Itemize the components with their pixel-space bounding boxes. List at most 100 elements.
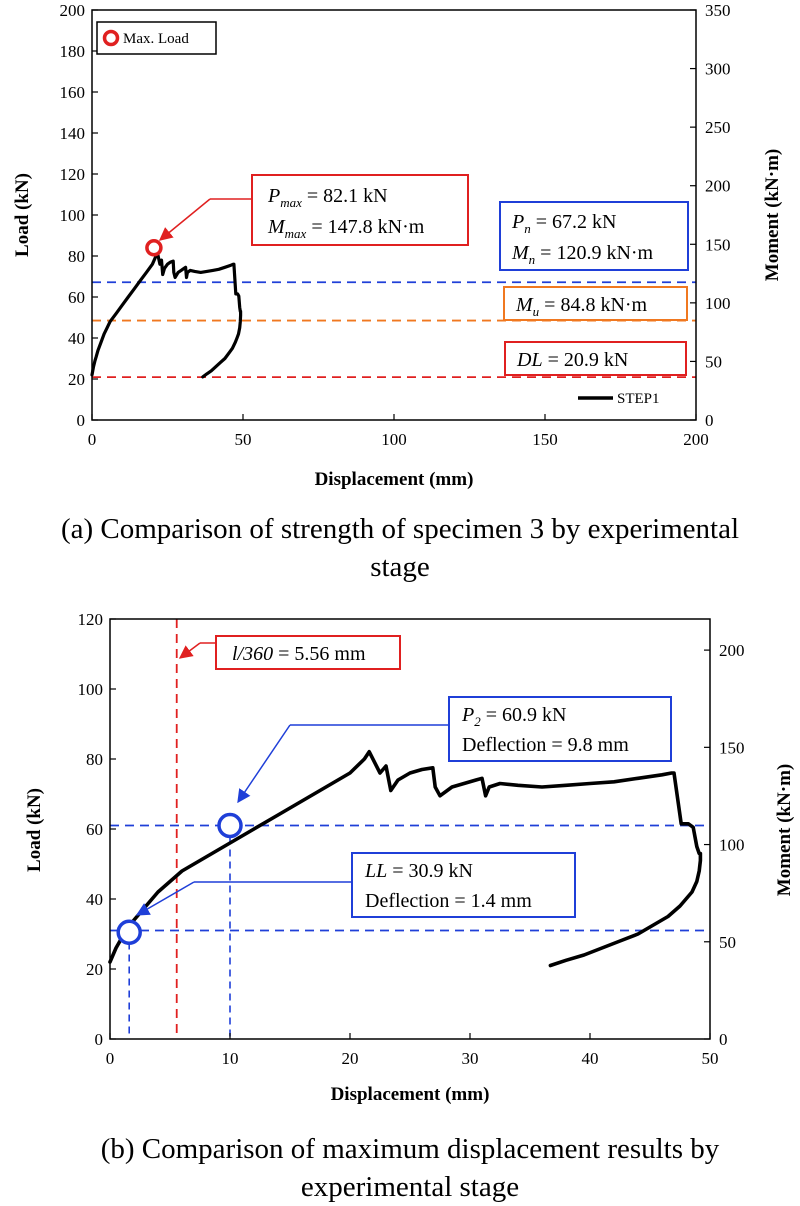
max-load-marker: [145, 239, 163, 257]
y-tick-label: 140: [60, 124, 86, 143]
annotation-symbol: P: [511, 211, 524, 233]
ll-arrow-head-line: [135, 881, 195, 916]
annotation-subscript: u: [533, 304, 540, 319]
y-tick-label: 120: [78, 610, 104, 629]
annotation-value: = 5.56 mm: [273, 643, 366, 665]
y-tick-label: 60: [86, 820, 103, 839]
pn-annotation-line-2: Mn = 120.9 kN·m: [511, 242, 654, 267]
mu-annotation-line-1: Mu = 84.8 kN·m: [515, 294, 648, 319]
annotation-value: = 147.8 kN·m: [306, 216, 424, 238]
y-tick-label: 0: [77, 411, 86, 430]
x-tick-label: 10: [222, 1049, 239, 1068]
y2-tick-label: 150: [719, 738, 745, 757]
annotation-symbol: M: [267, 216, 286, 238]
p2-annotation-line-1: P2 = 60.9 kN: [461, 704, 566, 729]
chart-b-caption-line-2: experimental stage: [301, 1171, 519, 1203]
y-tick-label: 40: [68, 329, 85, 348]
annotation-value: Deflection = 9.8 mm: [462, 734, 629, 756]
chart-a-y-axis-title: Load (kN): [12, 173, 33, 257]
y2-tick-label: 300: [705, 60, 731, 79]
y-tick-label: 120: [60, 165, 86, 184]
x-tick-label: 40: [582, 1049, 599, 1068]
pmax-arrow-head-line: [158, 198, 211, 241]
l360-annotation: l/360 = 5.56 mm: [178, 635, 401, 670]
annotation-symbol: P: [267, 185, 280, 207]
chart-a-caption-line-1: (a) Comparison of strength of specimen 3…: [61, 513, 739, 545]
dl-annotation: DL = 20.9 kN: [504, 341, 687, 376]
y-tick-label: 0: [95, 1030, 104, 1049]
l360-arrow-head-line: [178, 642, 201, 659]
y-tick-label: 180: [60, 42, 86, 61]
dl-annotation-line-1: DL = 20.9 kN: [516, 349, 628, 371]
annotation-value: = 84.8 kN·m: [539, 294, 647, 316]
y2-tick-label: 100: [705, 294, 731, 313]
y-tick-label: 40: [86, 890, 103, 909]
mu-annotation: Mu = 84.8 kN·m: [503, 286, 688, 321]
y2-tick-label: 50: [705, 352, 722, 371]
load-point-marker: [217, 812, 243, 839]
y2-tick-label: 100: [719, 836, 745, 855]
annotation-symbol: DL: [516, 349, 543, 371]
pn-annotation: Pn = 67.2 kN Mn = 120.9 kN·m: [499, 201, 689, 271]
y2-tick-label: 200: [719, 641, 745, 660]
l360-annotation-line-1: l/360 = 5.56 mm: [232, 643, 366, 665]
ll-annotation: LL = 30.9 kN Deflection = 1.4 mm: [135, 852, 576, 918]
y-tick-label: 80: [86, 750, 103, 769]
pmax-annotation: Pmax = 82.1 kN Mmax = 147.8 kN·m: [158, 174, 469, 246]
chart-b-plot-frame: [109, 618, 711, 1040]
p2-arrow-head-line: [237, 724, 291, 804]
pmax-annotation-line-1: Pmax = 82.1 kN: [267, 185, 388, 210]
x-tick-label: 20: [342, 1049, 359, 1068]
annotation-subscript: n: [524, 221, 531, 236]
y2-tick-label: 50: [719, 933, 736, 952]
annotation-symbol: M: [511, 242, 530, 264]
ll-annotation-line-2: Deflection = 1.4 mm: [365, 890, 532, 912]
chart-a-max-load-legend: Max. Load: [96, 21, 217, 55]
pmax-annotation-line-2: Mmax = 147.8 kN·m: [267, 216, 425, 241]
annotation-value: Deflection = 1.4 mm: [365, 890, 532, 912]
x-tick-label: 50: [235, 430, 252, 449]
chart-b-caption-line-1: (b) Comparison of maximum displacement r…: [101, 1133, 720, 1165]
p2-annotation: P2 = 60.9 kN Deflection = 9.8 mm: [237, 696, 672, 804]
p2-annotation-line-2: Deflection = 9.8 mm: [462, 734, 629, 756]
chart-a-caption-line-2: stage: [370, 551, 430, 583]
series-line-step1: [90, 250, 243, 379]
pn-annotation-line-1: Pn = 67.2 kN: [511, 211, 616, 236]
annotation-value: = 67.2 kN: [531, 211, 617, 233]
y2-tick-label: 350: [705, 1, 731, 20]
x-tick-label: 100: [381, 430, 407, 449]
series-legend-label: STEP1: [617, 391, 660, 407]
series-line-step1: [108, 749, 703, 968]
y-tick-label: 60: [68, 288, 85, 307]
x-tick-label: 30: [462, 1049, 479, 1068]
y-tick-label: 160: [60, 83, 86, 102]
y-tick-label: 200: [60, 1, 86, 20]
annotation-value: = 20.9 kN: [543, 349, 629, 371]
chart-a-series-legend: STEP1: [578, 391, 660, 407]
max-load-legend-marker: [102, 29, 120, 47]
y2-tick-label: 0: [705, 411, 714, 430]
chart-b-y-axis-title: Load (kN): [24, 788, 45, 872]
annotation-value: = 82.1 kN: [302, 185, 388, 207]
annotation-symbol: P: [461, 704, 474, 726]
y-tick-label: 20: [86, 960, 103, 979]
x-tick-label: 0: [88, 430, 97, 449]
annotation-value: = 120.9 kN·m: [535, 242, 653, 264]
annotation-subscript: 2: [474, 714, 481, 729]
max-load-legend-label: Max. Load: [123, 31, 189, 47]
y2-tick-label: 200: [705, 177, 731, 196]
chart-b-y2-axis-title: Moment (kN·m): [774, 764, 795, 896]
y-tick-label: 100: [78, 680, 104, 699]
annotation-symbol: l/360: [232, 643, 273, 665]
x-tick-label: 200: [683, 430, 709, 449]
load-point-marker: [116, 919, 142, 945]
chart-a-x-axis-title: Displacement (mm): [315, 469, 474, 490]
annotation-symbol: LL: [364, 860, 387, 882]
y2-tick-label: 250: [705, 118, 731, 137]
chart-a: 0 20 40 60 80 100 120 140 160 180 200 0 50 100 150 200…: [12, 1, 783, 583]
x-tick-label: 150: [532, 430, 558, 449]
y-tick-label: 20: [68, 370, 85, 389]
chart-b-x-axis-title: Displacement (mm): [331, 1084, 490, 1105]
